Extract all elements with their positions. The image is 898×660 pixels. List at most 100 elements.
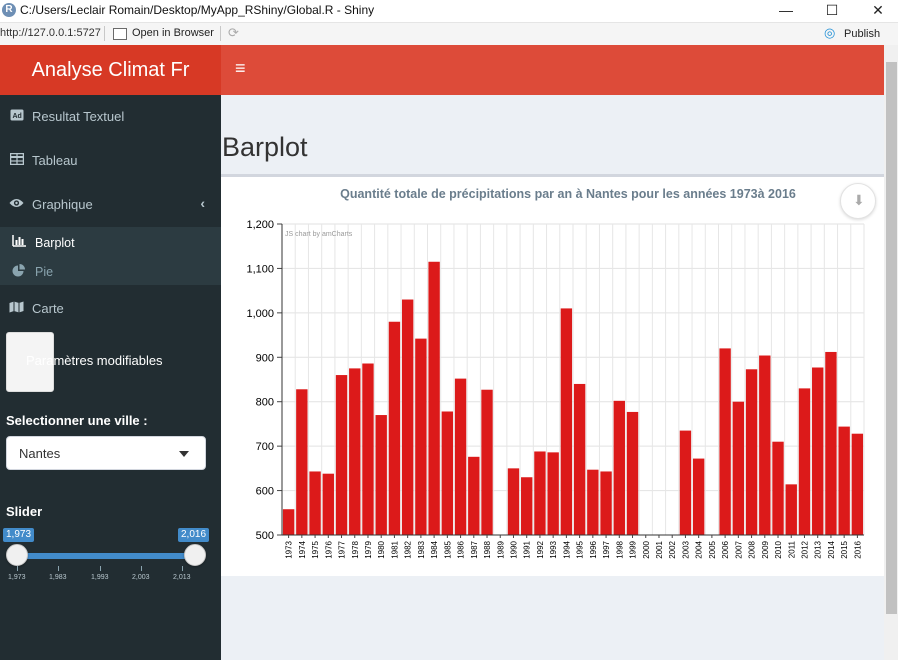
- x-tick-label: 1988: [483, 540, 492, 558]
- x-tick-label: 1983: [417, 540, 426, 558]
- x-tick-label: 2016: [853, 540, 862, 558]
- slider-from-handle[interactable]: [6, 544, 28, 566]
- slider-tick: [17, 566, 18, 571]
- bar-1980: [376, 415, 387, 535]
- bar-2010: [772, 442, 783, 535]
- slider-tick: [100, 566, 101, 571]
- bar-2003: [680, 431, 691, 535]
- params-label: Paramètres modifiables: [26, 353, 163, 368]
- y-tick-label: 1,100: [246, 263, 274, 275]
- x-tick-label: 2006: [721, 540, 730, 558]
- slider-track[interactable]: [16, 553, 194, 559]
- x-tick-label: 1998: [615, 540, 624, 558]
- close-button[interactable]: ✕: [856, 0, 898, 22]
- y-tick-label: 500: [256, 530, 274, 542]
- y-tick-label: 800: [256, 397, 274, 409]
- x-tick-label: 1997: [602, 540, 611, 558]
- bar-1982: [402, 300, 413, 535]
- sidebar-item-tableau[interactable]: Tableau: [0, 139, 221, 183]
- x-tick-label: 1990: [509, 540, 518, 558]
- x-tick-label: 1994: [562, 540, 571, 558]
- scrollbar-thumb[interactable]: [886, 62, 897, 614]
- graphique-submenu: Barplot Pie: [0, 227, 221, 285]
- submenu-item-pie[interactable]: Pie: [0, 258, 221, 286]
- x-tick-label: 1996: [589, 540, 598, 558]
- refresh-icon[interactable]: ⟳: [228, 25, 239, 41]
- x-tick-label: 1978: [351, 540, 360, 558]
- toolbar-divider: [104, 26, 105, 41]
- bar-2012: [799, 388, 810, 535]
- bar-2009: [759, 356, 770, 535]
- x-tick-label: 1980: [377, 540, 386, 558]
- sidebar-item-graphique[interactable]: Graphique ‹: [0, 183, 221, 227]
- x-tick-label: 1993: [549, 540, 558, 558]
- top-navbar: ≡: [221, 45, 884, 95]
- bar-2008: [746, 369, 757, 535]
- x-tick-label: 1982: [404, 540, 413, 558]
- url-display: http://127.0.0.1:5727: [0, 27, 101, 39]
- bar-1986: [455, 379, 466, 535]
- publish-icon[interactable]: ◎: [824, 25, 835, 41]
- x-tick-label: 1984: [430, 540, 439, 558]
- app-logo[interactable]: Analyse Climat Fr: [0, 45, 221, 95]
- x-tick-label: 1976: [324, 540, 333, 558]
- x-tick-label: 1995: [576, 540, 585, 558]
- sidebar-item-resultat-textuel[interactable]: Ad Resultat Textuel: [0, 95, 221, 139]
- x-tick-label: 2014: [827, 540, 836, 558]
- bar-2016: [852, 434, 863, 535]
- y-tick-label: 900: [256, 352, 274, 364]
- x-tick-label: 2013: [814, 540, 823, 558]
- city-select-value: Nantes: [19, 446, 60, 461]
- y-tick-label: 1,200: [246, 219, 274, 231]
- x-tick-label: 1989: [496, 540, 505, 558]
- bar-2013: [812, 368, 823, 535]
- slider-from-badge: 1,973: [3, 528, 34, 542]
- r-logo-icon: R: [2, 3, 16, 17]
- sidebar-item-label: Tableau: [32, 153, 78, 168]
- slider-tick-label: 2,013: [173, 574, 191, 581]
- city-select-label: Selectionner une ville :: [6, 413, 148, 428]
- x-tick-label: 2002: [668, 540, 677, 558]
- bar-1993: [547, 452, 558, 535]
- pie-chart-icon: [12, 264, 26, 280]
- open-in-browser-button[interactable]: Open in Browser: [132, 27, 214, 39]
- x-tick-label: 1981: [390, 540, 399, 558]
- x-tick-label: 1992: [536, 540, 545, 558]
- x-tick-label: 2012: [800, 540, 809, 558]
- x-tick-label: 2009: [761, 540, 770, 558]
- sidebar-item-carte[interactable]: Carte: [0, 287, 221, 331]
- slider-tick: [58, 566, 59, 571]
- bar-1999: [627, 412, 638, 535]
- bar-chart: 5006007008009001,0001,1001,2001973 1974 19…: [221, 177, 884, 577]
- sidebar-toggle-icon[interactable]: ≡: [235, 58, 246, 79]
- slider-tick: [182, 566, 183, 571]
- city-select[interactable]: Nantes: [6, 436, 206, 470]
- sidebar-item-label: Resultat Textuel: [32, 109, 124, 124]
- bar-2015: [838, 427, 849, 535]
- bar-1988: [481, 390, 492, 535]
- x-tick-label: 2008: [748, 540, 757, 558]
- submenu-item-barplot[interactable]: Barplot: [0, 229, 221, 257]
- x-tick-label: 2010: [774, 540, 783, 558]
- bar-1985: [442, 411, 453, 535]
- open-in-browser-icon[interactable]: [113, 28, 127, 40]
- bar-1991: [521, 477, 532, 535]
- bar-2014: [825, 352, 836, 535]
- minimize-button[interactable]: —: [764, 0, 808, 22]
- slider-to-handle[interactable]: [184, 544, 206, 566]
- publish-button[interactable]: Publish: [844, 28, 880, 40]
- bar-1997: [600, 471, 611, 535]
- slider-tick: [141, 566, 142, 571]
- x-tick-label: 2001: [655, 540, 664, 558]
- bar-1973: [283, 509, 294, 535]
- bar-1979: [362, 364, 373, 535]
- toolbar-divider: [220, 26, 221, 41]
- submenu-item-label: Barplot: [35, 236, 75, 250]
- bar-1992: [534, 451, 545, 535]
- x-tick-label: 2000: [642, 540, 651, 558]
- bar-1995: [574, 384, 585, 535]
- window-title: C:/Users/Leclair Romain/Desktop/MyApp_RS…: [20, 3, 374, 17]
- maximize-button[interactable]: ☐: [810, 0, 854, 22]
- slider-tick-label: 1,973: [8, 574, 26, 581]
- slider-tick-label: 2,003: [132, 574, 150, 581]
